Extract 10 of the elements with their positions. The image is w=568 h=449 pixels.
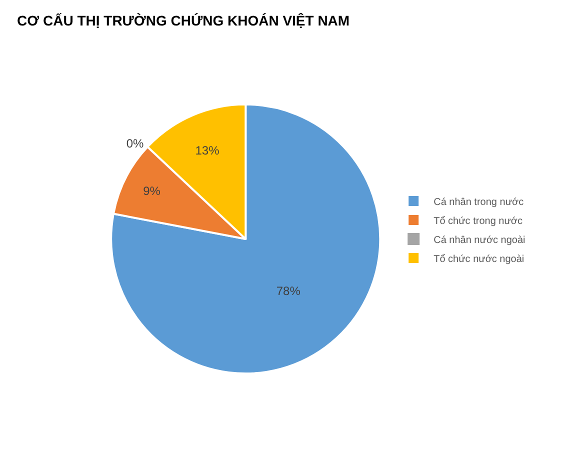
text: 0% <box>126 136 144 151</box>
chart-title: CƠ CẤU THỊ TRƯỜNG CHỨNG KHOÁN VIỆT NAM <box>17 12 350 29</box>
data-label: 78% <box>276 284 301 298</box>
pie-slice <box>110 103 382 374</box>
legend-label: Tổ chức nước ngoài <box>434 252 524 265</box>
legend-label: Cá nhân trong nước <box>434 196 524 208</box>
legend-label: Tổ chức trong nước <box>434 214 522 227</box>
legend-label: Cá nhân nước ngoài <box>434 234 526 246</box>
data-label: 9% <box>143 184 161 198</box>
data-label: 13% <box>195 144 220 158</box>
